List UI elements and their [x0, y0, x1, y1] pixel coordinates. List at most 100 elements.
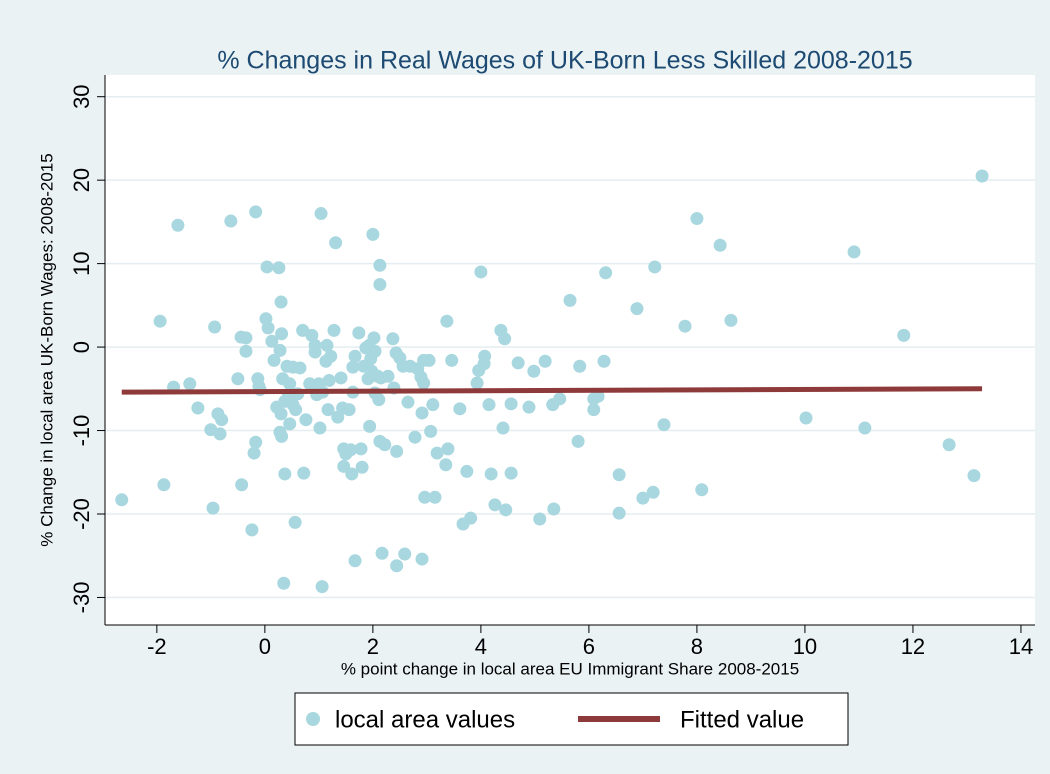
data-point	[315, 580, 329, 594]
data-point	[504, 397, 518, 411]
x-tick-label: 14	[1009, 634, 1033, 659]
data-point	[511, 356, 525, 370]
data-point	[289, 403, 303, 417]
data-point	[430, 446, 444, 460]
data-point	[367, 331, 381, 345]
data-point	[390, 559, 404, 573]
data-point	[297, 466, 311, 480]
data-point	[657, 418, 671, 432]
data-point	[321, 403, 335, 417]
data-point	[858, 421, 872, 435]
data-point	[799, 411, 813, 425]
data-point	[366, 227, 380, 241]
x-tick-label: 0	[259, 634, 271, 659]
y-tick-label: 10	[69, 251, 94, 275]
data-point	[690, 212, 704, 226]
y-tick-label: -20	[69, 498, 94, 530]
x-tick-label: 12	[901, 634, 925, 659]
data-point	[678, 319, 692, 333]
legend-label: local area values	[335, 706, 515, 733]
data-point	[474, 265, 488, 279]
data-point	[381, 369, 395, 383]
data-point	[283, 377, 297, 391]
data-point	[630, 302, 644, 316]
data-point	[275, 429, 289, 443]
x-axis-label: % point change in local area EU Immigran…	[341, 659, 799, 678]
data-point	[346, 360, 360, 374]
data-point	[239, 331, 253, 345]
data-point	[355, 460, 369, 474]
data-point	[334, 371, 348, 385]
data-point	[415, 552, 429, 566]
data-point	[441, 442, 455, 456]
data-point	[329, 236, 343, 250]
data-point	[322, 373, 336, 387]
data-point	[249, 205, 263, 219]
data-point	[847, 245, 861, 259]
legend-box	[294, 692, 849, 746]
data-point	[153, 314, 167, 328]
data-point	[213, 427, 227, 441]
data-point	[422, 353, 436, 367]
data-point	[288, 515, 302, 529]
data-point	[488, 498, 502, 512]
data-point	[245, 523, 259, 537]
data-point	[239, 344, 253, 358]
data-point	[303, 377, 317, 391]
data-point	[308, 345, 322, 359]
data-point	[386, 332, 400, 346]
y-tick-label: -10	[69, 415, 94, 447]
y-tick-label: 0	[69, 341, 94, 353]
data-point	[299, 413, 313, 427]
data-point	[345, 467, 359, 481]
data-point	[171, 218, 185, 232]
data-point	[612, 468, 626, 482]
data-point	[305, 328, 319, 342]
data-point	[215, 413, 229, 427]
data-point	[417, 376, 431, 390]
data-point	[522, 400, 536, 414]
data-point	[267, 353, 281, 367]
x-tick-label: 2	[367, 634, 379, 659]
y-tick-label: -30	[69, 582, 94, 614]
data-point	[612, 506, 626, 520]
data-point	[453, 402, 467, 416]
data-point	[373, 277, 387, 291]
data-point	[527, 364, 541, 378]
data-point	[206, 501, 220, 515]
data-point	[484, 467, 498, 481]
y-axis-label: % Change in local area UK-Born Wages: 20…	[37, 153, 56, 546]
data-point	[428, 490, 442, 504]
data-point	[278, 467, 292, 481]
data-point	[273, 343, 287, 357]
data-point	[293, 361, 307, 375]
data-point	[424, 424, 438, 438]
data-point	[470, 376, 484, 390]
legend-label: Fitted value	[680, 706, 804, 733]
data-point	[504, 466, 518, 480]
data-point	[398, 547, 412, 561]
data-point	[533, 512, 547, 526]
data-point	[272, 261, 286, 275]
x-tick-label: 6	[583, 634, 595, 659]
data-point	[191, 401, 205, 415]
data-point	[538, 354, 552, 368]
data-point	[368, 344, 382, 358]
x-tick-label: -2	[147, 634, 167, 659]
data-point	[498, 332, 512, 346]
data-point	[249, 435, 263, 449]
y-tick-label: 30	[69, 84, 94, 108]
plot-area	[105, 75, 1035, 625]
data-point	[363, 419, 377, 433]
data-point	[571, 434, 585, 448]
data-point	[636, 491, 650, 505]
data-point	[342, 403, 356, 417]
data-point	[482, 398, 496, 412]
data-point	[261, 321, 275, 335]
data-point	[274, 407, 288, 421]
data-point	[183, 377, 197, 391]
data-point	[324, 349, 338, 363]
data-point	[378, 438, 392, 452]
y-tick-label: 20	[69, 168, 94, 192]
